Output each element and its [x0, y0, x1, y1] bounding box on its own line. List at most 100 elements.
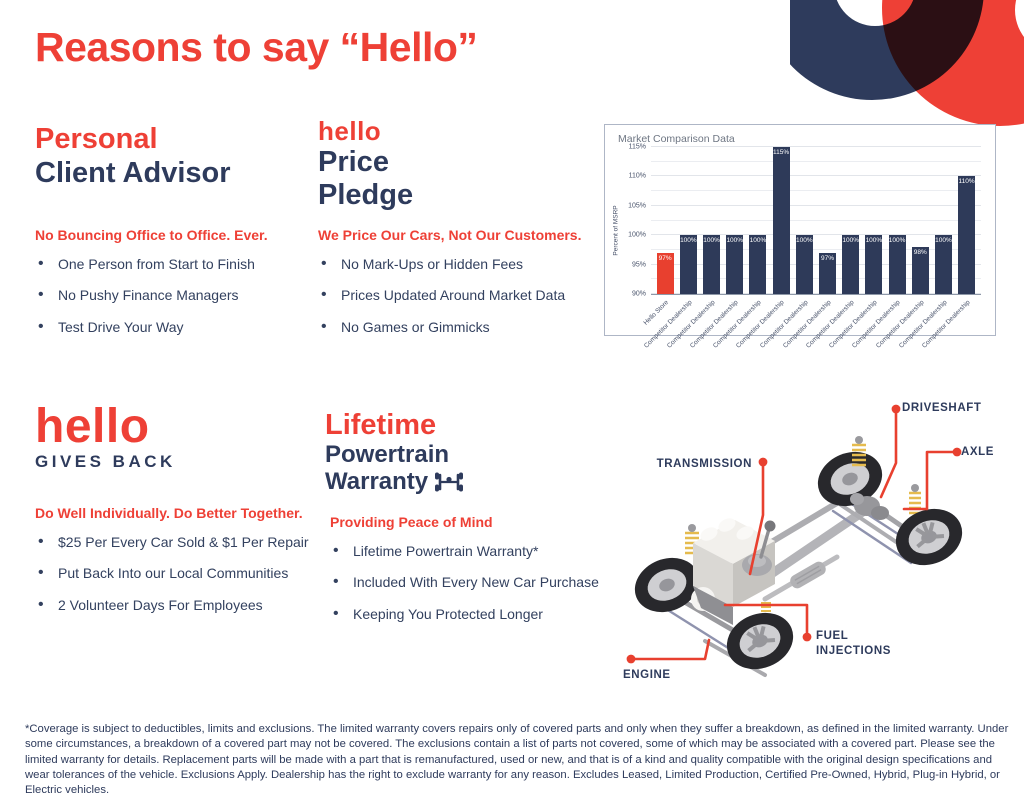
powertrain-diagram: DRIVESHAFT AXLE TRANSMISSION FUEL INJECT… [605, 393, 1024, 693]
callout-dot-driveshaft [891, 404, 901, 414]
bullet-item: Put Back Into our Local Communities [35, 564, 325, 582]
bar-slot: 100% Competitor Dealership [898, 147, 952, 350]
callout-line-driveshaft [879, 408, 898, 499]
callout-dot-transmission [758, 457, 768, 467]
bar-value-label: 100% [726, 237, 744, 245]
callout-dot-axle [952, 447, 962, 457]
diagram-label-fuel-injections: FUEL INJECTIONS [816, 630, 892, 657]
bar-value-label: 100% [749, 237, 767, 245]
bullet-list: $25 Per Every Car Sold & $1 Per Repair Pu… [35, 533, 325, 614]
section-title-line2: Warranty [325, 468, 429, 495]
section-title-line2: Pledge [318, 179, 414, 211]
bar-value-label: 100% [703, 237, 720, 245]
bar-slot: 100% Competitor Dealership [828, 147, 883, 350]
warranty-disclaimer: *Coverage is subject to deductibles, lim… [25, 723, 1009, 797]
bar-slot: 100% Competitor Dealership [712, 147, 767, 350]
gridline [651, 146, 981, 147]
y-tick-label: 110% [628, 172, 646, 180]
bar-value-label: 100% [888, 237, 906, 245]
diagram-label-axle: AXLE [961, 446, 995, 458]
bar-value-label: 100% [796, 237, 813, 245]
x-tick-label: Competitor Dealership [920, 299, 972, 350]
section-price-pledge: hello Price Pledge We Price Our Cars, No… [318, 117, 603, 351]
corner-rings-decoration [790, 0, 1024, 126]
gridline [651, 293, 981, 294]
gridline [651, 160, 981, 162]
hello-logo: hello [318, 116, 382, 146]
bar: 115% [772, 147, 790, 294]
y-tick-label: 105% [628, 202, 646, 210]
gridline [651, 263, 981, 265]
bar-slot: 98% Competitor Dealership [875, 147, 929, 350]
chassis-icon [435, 472, 464, 491]
bar: 97% [819, 252, 836, 294]
page-title: Reasons to say “Hello” [35, 24, 478, 70]
bar: 110% [958, 176, 976, 294]
bar-value-label: 115% [773, 149, 790, 156]
gridline [651, 190, 981, 192]
bar: 97% [656, 252, 674, 294]
bar-value-label: 100% [842, 237, 859, 245]
callout-dot-fuel [802, 632, 812, 642]
bar-slot: 97% Hello Store [642, 147, 674, 327]
section-title-accent: Lifetime [325, 409, 437, 441]
bar-value-label: 100% [865, 237, 883, 245]
bar-slot: 110% Competitor Dealership [921, 147, 976, 350]
callout-dot-engine [626, 654, 636, 664]
bar: 100% [865, 235, 883, 294]
bullet-item: Test Drive Your Way [35, 318, 310, 336]
bar-slot: 100% Competitor Dealership [851, 147, 906, 350]
bar-slot: 100% Competitor Dealership [643, 147, 697, 350]
gridline [651, 234, 981, 236]
diagram-label-engine: ENGINE [623, 669, 671, 681]
market-comparison-chart: Market Comparison Data Percent of MSRP 9… [604, 124, 996, 350]
bar-value-label: 100% [680, 237, 697, 245]
bullet-item: Prices Updated Around Market Data [318, 286, 603, 304]
bar-value-label: 110% [958, 178, 975, 186]
gridline [651, 248, 981, 250]
section-subhead: Providing Peace of Mind [330, 514, 493, 530]
bullet-list: Lifetime Powertrain Warranty* Included Wi… [325, 542, 615, 623]
diagram-label-driveshaft: DRIVESHAFT [902, 402, 982, 414]
chart-bars: 97% Hello Store 100% Competitor Dealership 1… [642, 147, 981, 350]
y-tick-label: 90% [631, 290, 646, 298]
bar-value-label: 100% [935, 237, 952, 245]
section-title-line1: Price [318, 146, 389, 178]
chassis-illustration [626, 404, 963, 677]
section-gives-back: hello GIVES BACK Do Well Individually. D… [35, 403, 325, 629]
gridline [651, 175, 981, 177]
bar: 100% [703, 235, 721, 294]
callout-line-transmission [748, 461, 765, 576]
callout-line-axle [902, 450, 958, 511]
bullet-list: One Person from Start to Finish No Pushy … [35, 255, 310, 336]
chart-y-axis-label: Percent of MSRP [612, 205, 620, 256]
bar: 100% [888, 235, 906, 294]
bar-slot: 97% Competitor Dealership [782, 147, 837, 350]
gridline [651, 219, 981, 221]
bar-value-label: 98% [913, 248, 927, 256]
bar: 100% [679, 235, 697, 294]
bullet-list: No Mark-Ups or Hidden Fees Prices Updated… [318, 255, 603, 336]
bar: 100% [842, 235, 860, 294]
section-subhead: Do Well Individually. Do Better Together… [35, 505, 303, 521]
y-tick-label: 115% [628, 143, 646, 151]
bullet-item: One Person from Start to Finish [35, 255, 310, 273]
bar: 100% [934, 235, 952, 294]
bullet-item: $25 Per Every Car Sold & $1 Per Repair [35, 533, 325, 551]
section-subhead: No Bouncing Office to Office. Ever. [35, 227, 268, 243]
bar: 100% [726, 235, 744, 294]
gridline [651, 204, 981, 206]
bullet-item: No Mark-Ups or Hidden Fees [318, 255, 603, 273]
bullet-item: 2 Volunteer Days For Employees [35, 596, 325, 614]
section-title: GIVES BACK [35, 452, 176, 471]
bullet-item: No Games or Gimmicks [318, 318, 603, 336]
chart-title: Market Comparison Data [618, 133, 735, 145]
bullet-item: Keeping You Protected Longer [330, 605, 615, 623]
bar-slot: 100% Competitor Dealership [666, 147, 721, 350]
bullet-item: Included With Every New Car Purchase [330, 573, 615, 591]
gridline [651, 278, 981, 280]
bar: 100% [749, 235, 767, 294]
chart-plot-area: 90% 95% 100% 105% 110% 115% 97% Hello Store 100… [628, 144, 981, 350]
section-lifetime-warranty: Lifetime Powertrain Warranty Providing P… [325, 410, 615, 638]
